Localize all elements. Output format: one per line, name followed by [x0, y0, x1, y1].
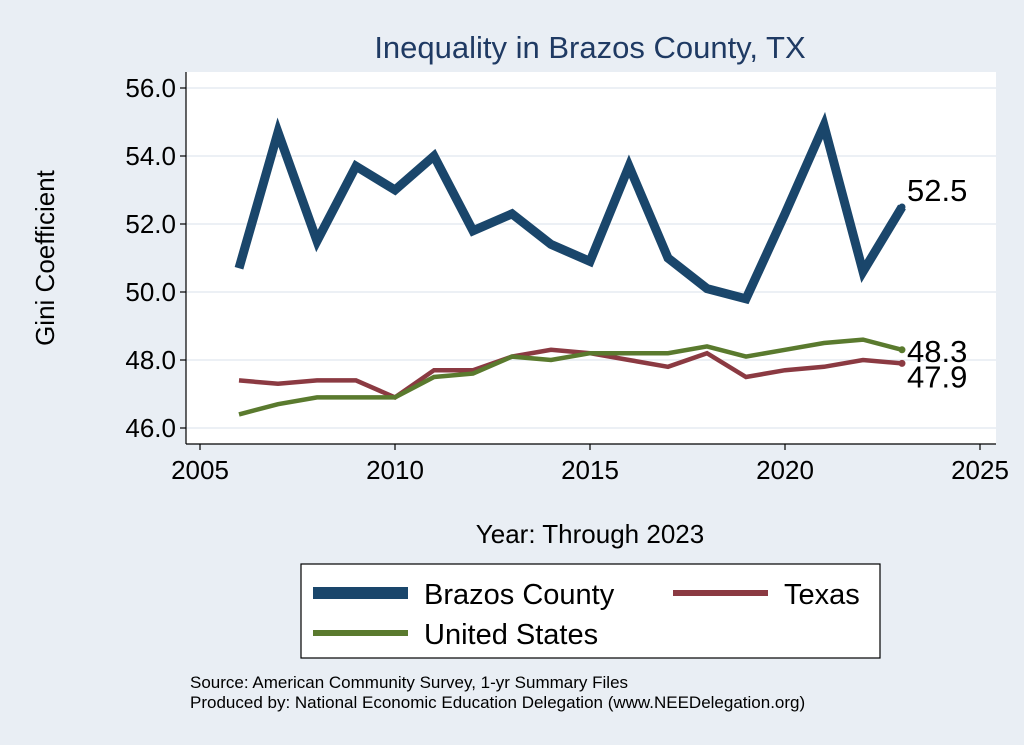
- x-tick-label: 2020: [756, 455, 814, 485]
- end-label-texas: 47.9: [907, 359, 967, 394]
- y-tick-label: 48.0: [125, 345, 176, 375]
- series-lines: [234, 111, 906, 417]
- legend-label-brazos: Brazos County: [424, 579, 615, 611]
- series-end-marker: [898, 203, 906, 211]
- series-line-brazos-county: [234, 111, 906, 305]
- axes: 46.0 48.0 50.0 52.0 54.0 56.0 2005 2010 2015 2020…: [125, 72, 1009, 485]
- legend-label-us: United States: [424, 619, 598, 651]
- y-axis-label: Gini Coefficient: [30, 169, 60, 346]
- x-tick-label: 2015: [561, 455, 619, 485]
- y-tick-label: 54.0: [125, 141, 176, 171]
- chart-title: Inequality in Brazos County, TX: [374, 30, 806, 65]
- source-line-2: Produced by: National Economic Education…: [190, 693, 805, 712]
- y-tick-label: 46.0: [125, 413, 176, 443]
- series-line-texas: [238, 347, 903, 400]
- legend-label-texas: Texas: [784, 579, 860, 611]
- end-labels: 52.5 47.948.3: [907, 173, 967, 394]
- series-line-united-states: [238, 337, 903, 417]
- legend-box: [300, 563, 881, 659]
- x-axis-label: Year: Through 2023: [476, 519, 704, 549]
- end-label-united-states: 48.3: [907, 334, 967, 369]
- series-end-marker: [898, 359, 906, 367]
- end-label-brazos-county: 52.5: [907, 173, 967, 208]
- source-line-1: Source: American Community Survey, 1-yr …: [190, 673, 628, 692]
- series-end-marker: [898, 346, 906, 354]
- x-tick-label: 2010: [366, 455, 424, 485]
- y-tick-label: 52.0: [125, 209, 176, 239]
- legend: Brazos County Texas United States: [300, 563, 881, 659]
- y-tick-label: 56.0: [125, 73, 176, 103]
- x-tick-label: 2005: [171, 455, 229, 485]
- y-tick-label: 50.0: [125, 277, 176, 307]
- x-tick-label: 2025: [951, 455, 1009, 485]
